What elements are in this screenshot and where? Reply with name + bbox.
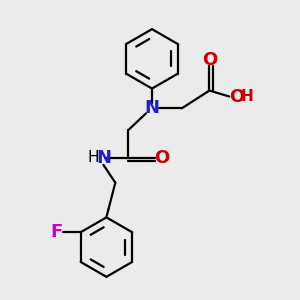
Text: N: N	[145, 99, 160, 117]
Text: H: H	[88, 150, 99, 165]
Text: F: F	[51, 223, 63, 241]
Text: O: O	[230, 88, 245, 106]
Text: H: H	[241, 89, 254, 104]
Text: O: O	[154, 149, 170, 167]
Text: N: N	[96, 149, 111, 167]
Text: O: O	[202, 51, 217, 69]
